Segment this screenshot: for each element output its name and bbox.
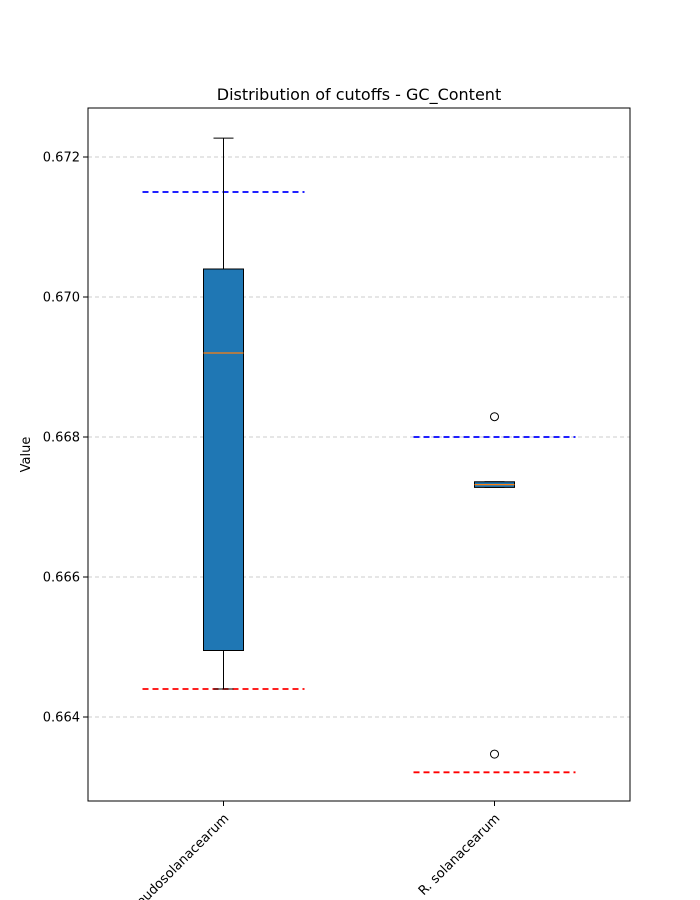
x-tick-label: R. solanacearum bbox=[416, 811, 503, 898]
y-tick-label: 0.668 bbox=[43, 431, 80, 446]
outlier-point bbox=[490, 749, 499, 759]
y-axis-ticks: 0.664 0.666 0.668 0.670 0.672 bbox=[43, 151, 88, 726]
plot-frame bbox=[87, 107, 631, 802]
y-tick-label: 0.666 bbox=[43, 571, 80, 586]
y-tick-label: 0.672 bbox=[43, 151, 80, 166]
y-tick-label: 0.664 bbox=[43, 711, 80, 726]
grid-lines bbox=[88, 156, 630, 718]
outlier-point bbox=[490, 412, 499, 422]
x-axis-ticks: R. pseudosolanacearum R. solanacearum bbox=[111, 801, 503, 900]
chart-title: Distribution of cutoffs - GC_Content bbox=[217, 85, 501, 105]
box-iqr bbox=[203, 268, 244, 651]
y-tick-label: 0.670 bbox=[43, 291, 80, 306]
y-axis-title: Value bbox=[19, 437, 34, 473]
boxes bbox=[203, 137, 515, 759]
x-tick-label: R. pseudosolanacearum bbox=[111, 811, 232, 900]
